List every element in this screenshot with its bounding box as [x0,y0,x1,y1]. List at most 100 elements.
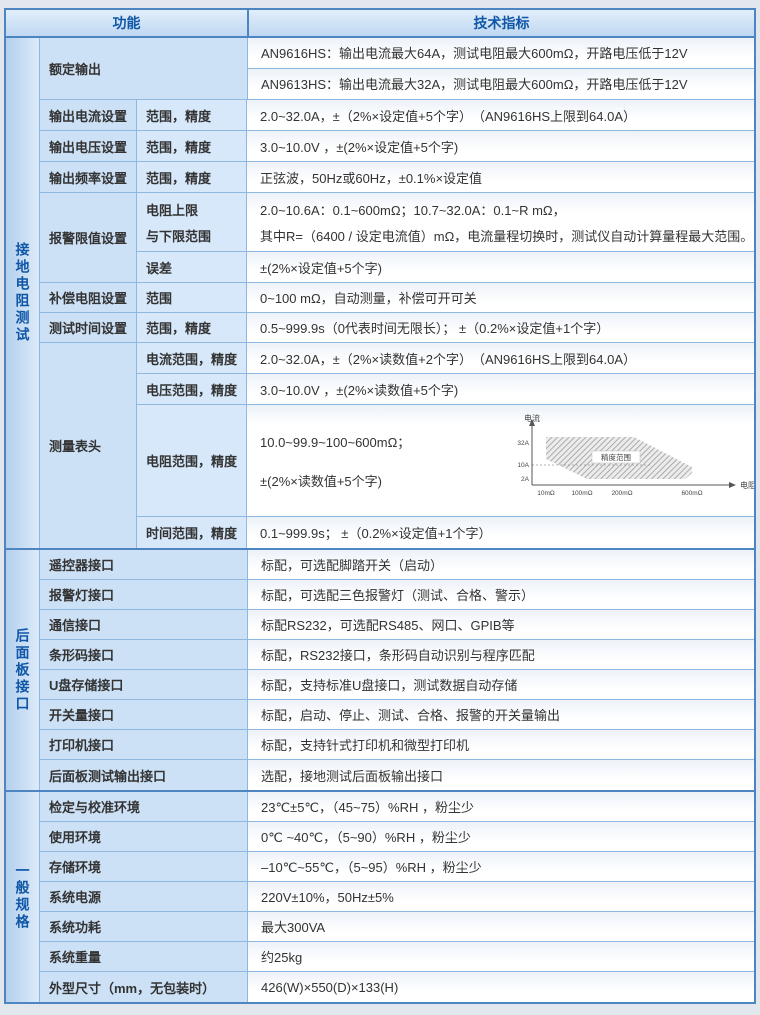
rated-output-label: 额定输出 [40,38,248,99]
alarm-limit-value-line1: 2.0~10.6A：0.1~600mΩ；10.7~32.0A：0.1~R mΩ， [260,202,566,218]
meter-time-value: 0.1~999.9s； ±（0.2%×设定值+1个字） [247,517,754,548]
comp-resistance-value: 0~100 mΩ，自动测量，补偿可开可关 [247,283,754,312]
row-label: 开关量接口 [40,700,248,729]
table-row: 通信接口 标配RS232，可选配RS485、网口、GPIB等 [40,610,754,640]
section-general: 一般规格 检定与校准环境 23℃±5℃，（45~75）%RH ，粉尘少 使用环境 0℃… [6,792,754,1002]
test-time-label: 测试时间设置 [40,313,137,342]
row-label: 打印机接口 [40,730,248,759]
section-label-rear-panel: 后面板接口 [14,627,31,713]
row-label: 系统电源 [40,882,248,911]
test-time-sub: 范围，精度 [137,313,247,342]
chart-ytick-2a: 2A [521,476,530,483]
row-label: 后面板测试输出接口 [40,760,248,790]
section-label-cell: 一般规格 [6,792,40,1002]
chart-xtick-200mohm: 200mΩ [611,490,632,497]
meter-voltage-sub: 电压范围，精度 [137,374,247,404]
row-value: 标配，RS232接口，条形码自动识别与程序匹配 [248,640,754,669]
table-header: 功能 技术指标 [6,10,754,38]
rated-output-value-1: AN9616HS：输出电流最大64A，测试电阻最大600mΩ，开路电压低于12V [248,38,754,68]
alarm-limit-sub: 电阻上限 与下限范围 [137,193,247,252]
spec-table: 功能 技术指标 接地电阻测试 额定输出 AN9616HS：输出电流最大64A，测… [4,8,756,1004]
section-label-cell: 接地电阻测试 [6,38,40,548]
output-voltage-label: 输出电压设置 [40,131,137,161]
chart-ytick-10a: 10A [517,462,529,469]
row-rated-output: 额定输出 AN9616HS：输出电流最大64A，测试电阻最大600mΩ，开路电压… [40,38,754,100]
header-function: 功能 [6,10,249,36]
row-value: 0℃ ~40℃，（5~90）%RH ，粉尘少 [248,822,754,851]
row-value: 23℃±5℃，（45~75）%RH ，粉尘少 [248,792,754,821]
meter-voltage-value: 3.0~10.0V ，±(2%×读数值+5个字) [247,374,754,404]
row-label: 系统重量 [40,942,248,971]
row-value: 标配，可选配脚踏开关（启动） [248,550,754,579]
alarm-error-value: ±(2%×设定值+5个字) [247,252,754,282]
table-row: 打印机接口 标配，支持针式打印机和微型打印机 [40,730,754,760]
row-comp-resistance: 补偿电阻设置 范围 0~100 mΩ，自动测量，补偿可开可关 [40,283,754,313]
row-test-time: 测试时间设置 范围，精度 0.5~999.9s（0代表时间无限长）； ±（0.2… [40,313,754,343]
table-row: 系统重量 约25kg [40,942,754,972]
row-value: 选配，接地测试后面板输出接口 [248,760,754,790]
row-label: 使用环境 [40,822,248,851]
row-label: 外型尺寸（mm，无包装时） [40,972,248,1002]
table-row: 使用环境 0℃ ~40℃，（5~90）%RH ，粉尘少 [40,822,754,852]
row-label: 存储环境 [40,852,248,881]
section-label-general: 一般规格 [14,863,31,931]
row-value: 标配，支持针式打印机和微型打印机 [248,730,754,759]
table-row: U盘存储接口 标配，支持标准U盘接口，测试数据自动存储 [40,670,754,700]
chart-xtick-100mohm: 100mΩ [571,490,592,497]
row-value: 标配，支持标准U盘接口，测试数据自动存储 [248,670,754,699]
row-meter: 测量表头 电流范围，精度 2.0~32.0A，±（2%×读数值+2个字） （AN… [40,343,754,548]
table-row: 开关量接口 标配，启动、停止、测试、合格、报警的开关量输出 [40,700,754,730]
table-row: 系统功耗 最大300VA [40,912,754,942]
row-value: 220V±10%，50Hz±5% [248,882,754,911]
chart-x-axis-label: 电阻 [740,480,754,490]
output-frequency-sub: 范围，精度 [137,162,247,192]
row-value: –10℃~55℃，（5~95）%RH ，粉尘少 [248,852,754,881]
meter-resistance-sub: 电阻范围，精度 [137,405,247,516]
output-current-value: 2.0~32.0A，±（2%×设定值+5个字） （AN9616HS上限到64.0… [247,100,754,130]
meter-time-sub: 时间范围，精度 [137,517,247,548]
row-value: 标配RS232，可选配RS485、网口、GPIB等 [248,610,754,639]
table-row: 条形码接口 标配，RS232接口，条形码自动识别与程序匹配 [40,640,754,670]
row-output-voltage: 输出电压设置 范围，精度 3.0~10.0V ，±(2%×设定值+5个字) [40,131,754,162]
alarm-limit-sub-line2: 与下限范围 [146,228,212,244]
meter-current-sub: 电流范围，精度 [137,343,247,373]
comp-resistance-label: 补偿电阻设置 [40,283,137,312]
section-ground-test: 接地电阻测试 额定输出 AN9616HS：输出电流最大64A，测试电阻最大600… [6,38,754,550]
table-row: 报警灯接口 标配，可选配三色报警灯（测试、合格、警示） [40,580,754,610]
row-output-frequency: 输出频率设置 范围，精度 正弦波，50Hz或60Hz，±0.1%×设定值 [40,162,754,193]
row-alarm-limit: 报警限值设置 电阻上限 与下限范围 2.0~10.6A：0.1~600mΩ；10… [40,193,754,283]
table-row: 系统电源 220V±10%，50Hz±5% [40,882,754,912]
chart-y-axis-label: 电流 [524,413,540,423]
rated-output-value-2: AN9613HS：输出电流最大32A，测试电阻最大600mΩ，开路电压低于12V [248,68,754,99]
meter-resistance-value-line2: ±(2%×读数值+5个字) [260,473,382,489]
row-label: 通信接口 [40,610,248,639]
row-value: 约25kg [248,942,754,971]
row-label: 检定与校准环境 [40,792,248,821]
output-voltage-value: 3.0~10.0V ，±(2%×设定值+5个字) [247,131,754,161]
section-label-cell: 后面板接口 [6,550,40,790]
table-row: 后面板测试输出接口 选配，接地测试后面板输出接口 [40,760,754,790]
row-label: 报警灯接口 [40,580,248,609]
row-label: U盘存储接口 [40,670,248,699]
row-label: 系统功耗 [40,912,248,941]
section-label-ground-test: 接地电阻测试 [14,242,31,344]
table-row: 遥控器接口 标配，可选配脚踏开关（启动） [40,550,754,580]
meter-resistance-value-cell: 10.0~99.9~100~600mΩ； ±(2%×读数值+5个字) [247,405,754,516]
header-spec: 技术指标 [473,15,530,31]
row-value: 426(W)×550(D)×133(H) [248,972,754,1002]
output-voltage-sub: 范围，精度 [137,131,247,161]
meter-label: 测量表头 [40,343,137,548]
chart-region-label: 精度范围 [601,452,631,462]
output-frequency-value: 正弦波，50Hz或60Hz，±0.1%×设定值 [247,162,754,192]
alarm-limit-value-line2: 其中R=（6400 / 设定电流值）mΩ，电流量程切换时，测试仪自动计算量程最大… [260,228,754,244]
table-row: 外型尺寸（mm，无包装时） 426(W)×550(D)×133(H) [40,972,754,1002]
output-current-sub: 范围，精度 [137,100,247,130]
meter-resistance-value-line1: 10.0~99.9~100~600mΩ； [260,434,411,450]
section-rear-panel: 后面板接口 遥控器接口 标配，可选配脚踏开关（启动） 报警灯接口 标配，可选配三色报警… [6,550,754,792]
alarm-error-sub: 误差 [137,252,247,282]
accuracy-range-chart: 电流 电阻 32A 10A 2A 10mΩ 100mΩ 200mΩ 600mΩ [517,413,754,497]
output-frequency-label: 输出频率设置 [40,162,137,192]
row-label: 遥控器接口 [40,550,248,579]
chart-xtick-10mohm: 10mΩ [537,490,555,497]
test-time-value: 0.5~999.9s（0代表时间无限长）； ±（0.2%×设定值+1个字） [247,313,754,342]
